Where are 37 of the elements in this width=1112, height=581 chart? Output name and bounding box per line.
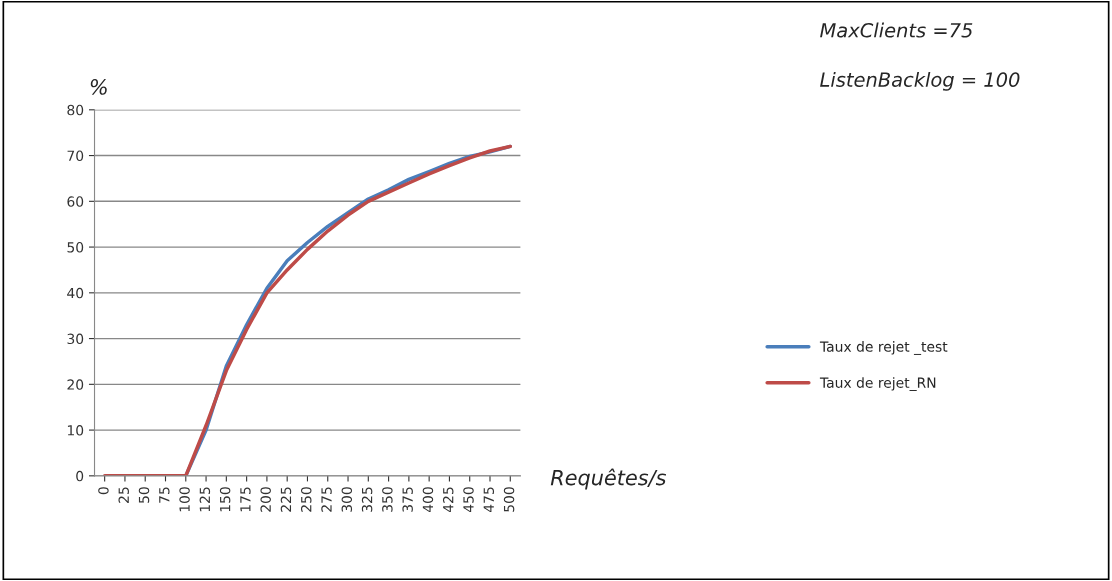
legend-label: Taux de rejet_RN [819, 377, 936, 391]
y-tick-label: 0 [76, 470, 84, 482]
y-tick-label: 40 [67, 287, 84, 299]
x-tick-label: 125 [199, 487, 211, 512]
y-tick-label: 60 [67, 196, 84, 207]
x-tick-label: 325 [361, 487, 373, 512]
text: MaxClients =75 [820, 22, 973, 38]
x-tick-label: 0 [98, 487, 109, 495]
y-tick-label: 30 [67, 333, 84, 345]
x-tick-label: 250 [300, 487, 312, 512]
y-axis-title: % [90, 79, 107, 95]
x-tick-label: 75 [159, 487, 170, 503]
x-tick-label: 50 [138, 487, 150, 503]
x-tick-label: 500 [503, 487, 515, 512]
x-tick-label: 400 [422, 487, 434, 513]
x-tick-label: 425 [442, 487, 454, 513]
x-tick-label: 100 [179, 487, 190, 512]
y-tick-label: 20 [67, 379, 84, 390]
x-tick-label: 225 [280, 487, 292, 512]
legend-label: Taux de rejet _test [819, 341, 948, 355]
x-axis-title: Requêtes/s [550, 468, 667, 490]
x-tick-label: 350 [382, 487, 393, 512]
y-tick-label: 10 [67, 425, 84, 436]
y-tick-label: 70 [67, 150, 84, 162]
x-tick-label: 300 [341, 487, 353, 512]
x-tick-label: 475 [483, 487, 495, 513]
line-series [102, 144, 513, 476]
x-tick-label: 25 [118, 487, 129, 503]
y-tick-label: 80 [67, 104, 84, 116]
x-tick-label: 200 [260, 487, 271, 512]
x-tick-label: 150 [219, 487, 231, 512]
x-tick-label: 375 [402, 487, 413, 512]
y-tick-label: 50 [67, 242, 84, 253]
x-tick-label: 175 [240, 487, 251, 512]
text: ListenBacklog = 100 [820, 71, 1020, 91]
x-tick-label: 450 [463, 487, 474, 513]
x-tick-label: 275 [321, 487, 332, 512]
